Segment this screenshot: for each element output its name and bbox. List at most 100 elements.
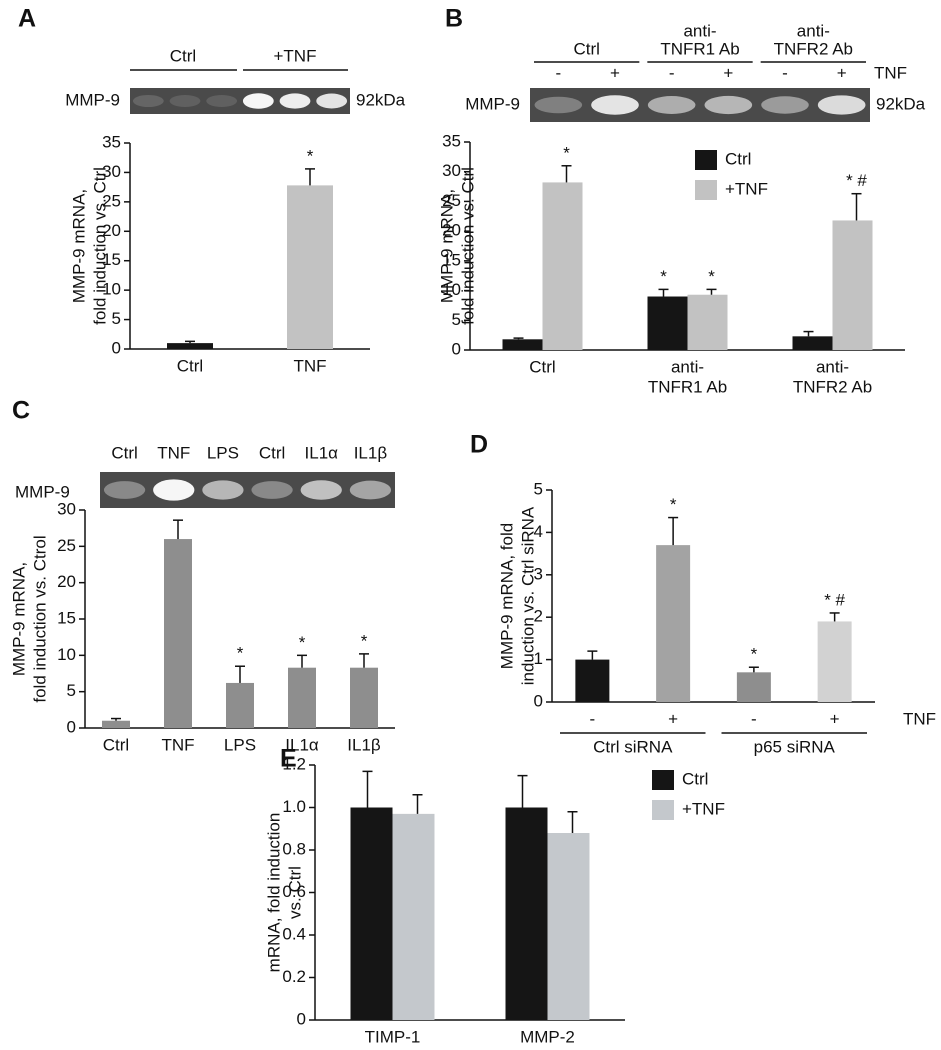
bar — [792, 336, 833, 350]
y-tick-label: 15 — [442, 250, 461, 269]
bar — [505, 807, 548, 1020]
legend-label: +TNF — [725, 179, 768, 198]
bar — [817, 621, 852, 702]
y-axis-label: fold induction vs. Ctrl — [90, 167, 109, 325]
treatment-label: TNF — [903, 709, 936, 728]
bar — [547, 833, 590, 1020]
gel-band — [316, 93, 348, 109]
panel-letter: E — [280, 745, 297, 773]
y-tick-label: 1.2 — [282, 754, 306, 773]
y-tick-label: 30 — [442, 161, 461, 180]
y-tick-label: 0 — [452, 339, 461, 358]
blot-lane: LPS — [207, 443, 239, 462]
gel — [130, 88, 350, 114]
blot-lane: Ctrl — [259, 443, 285, 462]
significance-mark: * — [299, 633, 306, 652]
y-tick-label: 5 — [112, 309, 121, 328]
x-tick-label: TNF — [293, 356, 326, 375]
bar — [350, 667, 378, 728]
y-tick-label: 0 — [534, 691, 543, 710]
blot-sign: + — [610, 63, 620, 82]
x-tick-label: LPS — [224, 735, 256, 754]
y-tick-label: 35 — [442, 131, 461, 150]
y-tick-label: 0 — [67, 717, 76, 736]
gel-band — [206, 95, 238, 107]
gel-band — [103, 481, 146, 499]
bar — [736, 672, 771, 702]
x-tick-label: TNFR2 Ab — [793, 377, 872, 396]
y-axis-label: fold induction vs. Ctrol — [30, 535, 49, 702]
blot-sign: - — [669, 63, 675, 82]
blot-label: MMP-9 — [465, 94, 520, 113]
bar — [102, 720, 130, 728]
x-tick-label: IL1α — [285, 735, 319, 754]
gel — [100, 472, 395, 508]
bar — [575, 659, 610, 702]
gel-band — [300, 480, 342, 500]
blot-lane: Ctrl — [111, 443, 137, 462]
bar — [167, 343, 213, 349]
y-tick-label: 1.0 — [282, 797, 306, 816]
y-tick-label: 15 — [57, 608, 76, 627]
bar — [502, 339, 543, 350]
blot-size: 92kDa — [356, 90, 406, 109]
bar — [226, 682, 254, 728]
gel-band — [349, 480, 392, 500]
x-tick-label: MMP-2 — [520, 1027, 575, 1046]
significance-mark: * # — [846, 171, 867, 190]
panel-letter: B — [445, 5, 463, 33]
blot-label: MMP-9 — [15, 482, 70, 501]
x-tick-label: anti- — [816, 357, 849, 376]
y-tick-label: 35 — [102, 132, 121, 151]
bar — [832, 220, 873, 350]
bar — [656, 545, 691, 702]
x-tick-label: Ctrl — [177, 356, 203, 375]
y-tick-label: 2 — [534, 607, 543, 626]
blot-sign: - — [782, 63, 788, 82]
panel-letter: D — [470, 431, 488, 459]
y-tick-label: 5 — [67, 681, 76, 700]
legend-label: Ctrl — [682, 769, 708, 788]
x-tick-label: TNF — [161, 735, 194, 754]
significance-mark: * — [307, 146, 314, 165]
blot-group: Ctrl — [573, 39, 599, 58]
significance-mark: * — [361, 631, 368, 650]
x-tick-label: IL1β — [347, 735, 381, 754]
y-tick-label: 1 — [534, 649, 543, 668]
panel-letter: A — [18, 5, 36, 33]
gel — [530, 88, 870, 122]
x-tick-label: - — [590, 709, 596, 728]
y-axis-label: MMP-9 mRNA, — [69, 189, 88, 303]
y-axis-label: vs. Ctrl — [285, 866, 304, 919]
x-tick-label: + — [668, 709, 678, 728]
bar — [350, 807, 393, 1020]
blot-sign: + — [723, 63, 733, 82]
y-axis-label: mRNA, fold induction — [264, 813, 283, 973]
bar — [542, 182, 583, 350]
significance-mark: * — [751, 645, 758, 664]
significance-mark: * — [670, 495, 677, 514]
legend-swatch — [695, 150, 717, 170]
significance-mark: * # — [824, 590, 845, 609]
gel-band — [591, 95, 639, 115]
x-tick-label: - — [751, 709, 757, 728]
legend-swatch — [695, 180, 717, 200]
bar — [647, 296, 688, 350]
y-tick-label: 10 — [102, 280, 121, 299]
y-tick-label: 0.6 — [282, 882, 306, 901]
y-tick-label: 30 — [57, 499, 76, 518]
legend-swatch — [652, 800, 674, 820]
y-axis-label: MMP-9 mRNA, — [9, 562, 28, 676]
x-tick-label: Ctrl — [103, 735, 129, 754]
x-tick-label: Ctrl — [529, 357, 555, 376]
gel-band — [169, 95, 201, 107]
y-tick-label: 5 — [452, 310, 461, 329]
gel-band — [534, 96, 583, 114]
y-axis-label: MMP-9 mRNA, — [437, 189, 456, 303]
gel-band — [817, 95, 866, 115]
panel-letter: C — [12, 397, 30, 425]
y-tick-label: 10 — [57, 645, 76, 664]
blot-group: TNFR1 Ab — [660, 39, 739, 58]
legend-label: +TNF — [682, 799, 725, 818]
